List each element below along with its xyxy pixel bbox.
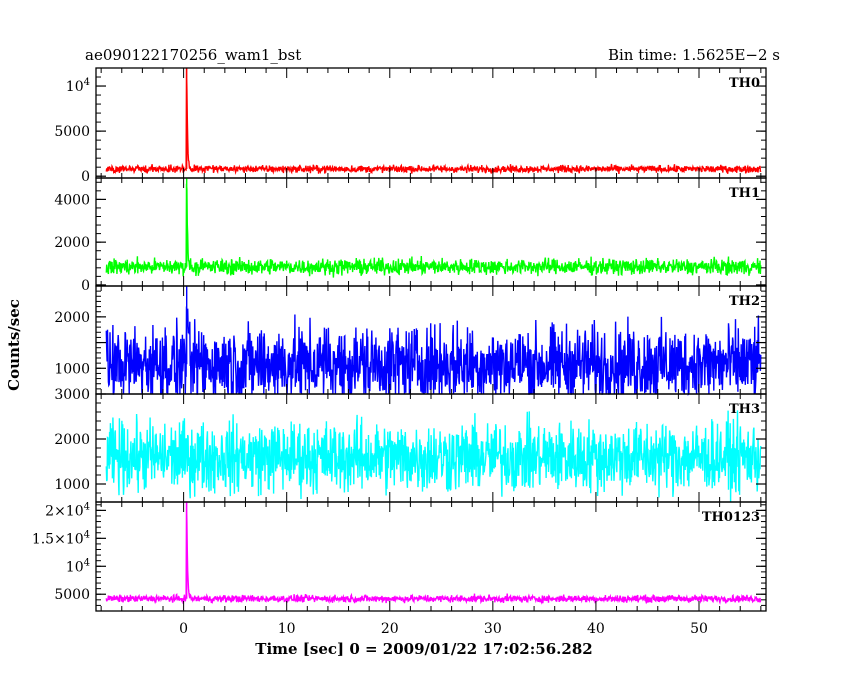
x-tick-label: 10 (278, 621, 296, 637)
y-tick-label: 3000 (54, 387, 90, 403)
y-tick-label: 5000 (54, 587, 90, 603)
y-axis-title: Counts/sec (5, 299, 23, 391)
y-tick-label: 0 (81, 278, 90, 294)
panel-th0: 0 5000 104 TH0 (54, 67, 767, 185)
series-trace-th0123 (105, 501, 762, 605)
header-left: ae090122170256_wam1_bst (85, 46, 301, 64)
panel-frame (95, 67, 767, 179)
panel-th0123: 5000 104 1.5×104 2×104 TH0123 (32, 501, 767, 612)
panel-label: TH1 (729, 186, 760, 201)
x-tick-label: 20 (381, 621, 399, 637)
y-tick-exponent: 4 (84, 501, 90, 512)
y-tick-label: 2000 (54, 432, 90, 448)
y-tick-label: 2000 (54, 310, 90, 326)
panels-group: 0 5000 104 TH0 0 2000 4000 TH1 1000 2000 TH2 1000 20… (32, 67, 767, 612)
y-tick-label: 104 (66, 77, 90, 95)
panel-label: TH0123 (702, 510, 760, 525)
y-tick-label: 104 (66, 557, 90, 575)
series-trace-th0 (105, 67, 762, 175)
x-tick-label: 40 (587, 621, 605, 637)
panel-label: TH2 (729, 294, 760, 309)
y-tick-label: 1000 (54, 361, 90, 377)
x-tick-label: 30 (484, 621, 502, 637)
series-trace-th3 (105, 410, 762, 503)
x-tick-label: 0 (179, 621, 188, 637)
y-tick-label: 5000 (54, 124, 90, 140)
panel-th2: 1000 2000 TH2 (54, 285, 767, 396)
panel-th3: 1000 2000 3000 TH3 (54, 387, 767, 503)
y-tick-exponent: 4 (84, 77, 90, 88)
series-trace-th2 (105, 286, 762, 396)
panel-label: TH3 (729, 402, 760, 417)
y-tick-exponent: 4 (84, 529, 90, 540)
y-tick-label: 2000 (54, 235, 90, 251)
y-tick-label: 0 (81, 169, 90, 185)
y-tick-label: 4000 (54, 192, 90, 208)
y-tick-label: 1000 (54, 477, 90, 493)
series-trace-th1 (105, 178, 762, 278)
y-tick-label: 1.5×104 (32, 529, 90, 547)
x-tick-label: 50 (690, 621, 708, 637)
y-tick-exponent: 4 (84, 557, 90, 568)
x-axis: 0 10 20 30 40 50 (179, 621, 708, 637)
panel-th1: 0 2000 4000 TH1 (54, 177, 767, 294)
y-tick-label: 2×104 (45, 501, 90, 519)
panel-frame (95, 501, 767, 612)
x-axis-title: Time [sec] 0 = 2009/01/22 17:02:56.282 (255, 640, 592, 658)
panel-label: TH0 (729, 76, 760, 91)
header-right: Bin time: 1.5625E−2 s (608, 46, 780, 64)
